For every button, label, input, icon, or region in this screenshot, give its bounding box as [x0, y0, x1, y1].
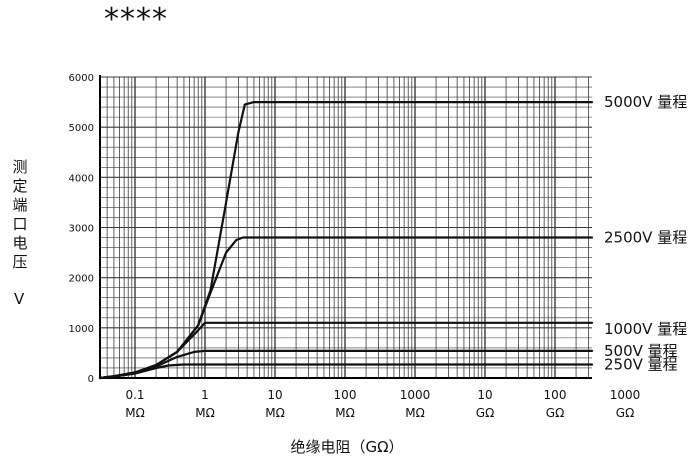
series-label: 250V 量程 — [604, 355, 678, 373]
y-axis-unit: V — [14, 290, 25, 308]
series-label: 2500V 量程 — [604, 229, 687, 247]
x-tick-label: 10 — [267, 388, 282, 402]
series-label: 1000V 量程 — [604, 320, 687, 338]
x-tick-unit-label: MΩ — [265, 406, 285, 420]
x-tick-label: 0.1 — [125, 388, 144, 402]
series-label: 5000V 量程 — [604, 93, 687, 111]
series-line — [98, 363, 594, 380]
x-tick-label: 100 — [544, 388, 567, 402]
y-tick-label: 5000 — [69, 123, 94, 134]
x-tick-label: 1000 — [400, 388, 431, 402]
x-tick-unit-label: MΩ — [195, 406, 215, 420]
x-tick-label: 100 — [334, 388, 357, 402]
y-axis-label: 测定端口电压 — [12, 158, 28, 271]
y-tick-label: 2000 — [69, 274, 94, 285]
y-tick-label: 3000 — [69, 224, 94, 235]
x-tick-unit-label: GΩ — [546, 406, 564, 420]
y-tick-label: 0 — [88, 374, 94, 385]
series-label: 500V 量程 — [604, 342, 678, 360]
x-tick-unit-label: MΩ — [125, 406, 145, 420]
x-tick-unit-label: GΩ — [616, 406, 634, 420]
x-axis-label: 绝缘电阻（GΩ） — [290, 438, 404, 456]
x-tick-label: 1 — [201, 388, 209, 402]
y-tick-label: 6000 — [69, 73, 94, 84]
x-tick-label: 1000 — [610, 388, 641, 402]
x-tick-unit-label: GΩ — [476, 406, 494, 420]
x-tick-label: 10 — [477, 388, 492, 402]
x-tick-unit-label: MΩ — [335, 406, 355, 420]
x-tick-unit-label: MΩ — [405, 406, 425, 420]
header-stars: **** — [104, 2, 168, 37]
y-tick-label: 4000 — [69, 173, 94, 184]
y-tick-label: 1000 — [69, 324, 94, 335]
